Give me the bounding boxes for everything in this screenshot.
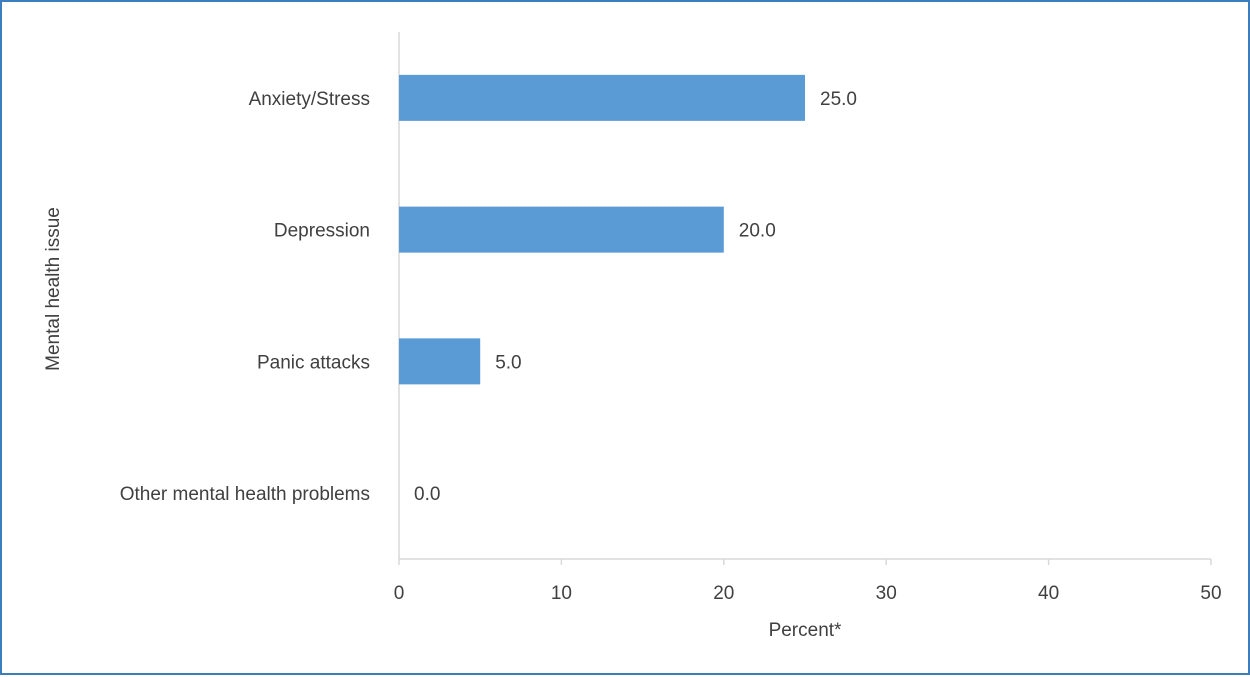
value-label: 20.0 xyxy=(739,221,776,242)
category-labels: Anxiety/Stress Depression Panic attacks Oth… xyxy=(120,89,370,505)
x-tick-label: 50 xyxy=(1200,583,1221,604)
category-label: Panic attacks xyxy=(257,352,370,373)
category-label: Depression xyxy=(274,221,370,242)
value-label: 25.0 xyxy=(820,89,857,110)
value-labels: 25.0 20.0 5.0 0.0 xyxy=(414,89,857,505)
x-tick-label: 30 xyxy=(876,583,897,604)
x-tick-label: 20 xyxy=(713,583,734,604)
category-label: Other mental health problems xyxy=(120,484,370,505)
x-tick-labels: 0 10 20 30 40 50 xyxy=(394,583,1222,604)
x-tick-label: 0 xyxy=(394,583,405,604)
y-axis-title: Mental health issue xyxy=(43,207,64,371)
x-tick-label: 10 xyxy=(551,583,572,604)
value-label: 5.0 xyxy=(495,352,521,373)
bars xyxy=(399,74,805,385)
bar xyxy=(399,206,724,253)
x-tick-label: 40 xyxy=(1038,583,1059,604)
category-label: Anxiety/Stress xyxy=(249,89,370,110)
value-label: 0.0 xyxy=(414,484,440,505)
bar xyxy=(399,74,805,121)
x-axis-title: Percent* xyxy=(769,620,842,641)
bar xyxy=(399,338,481,385)
